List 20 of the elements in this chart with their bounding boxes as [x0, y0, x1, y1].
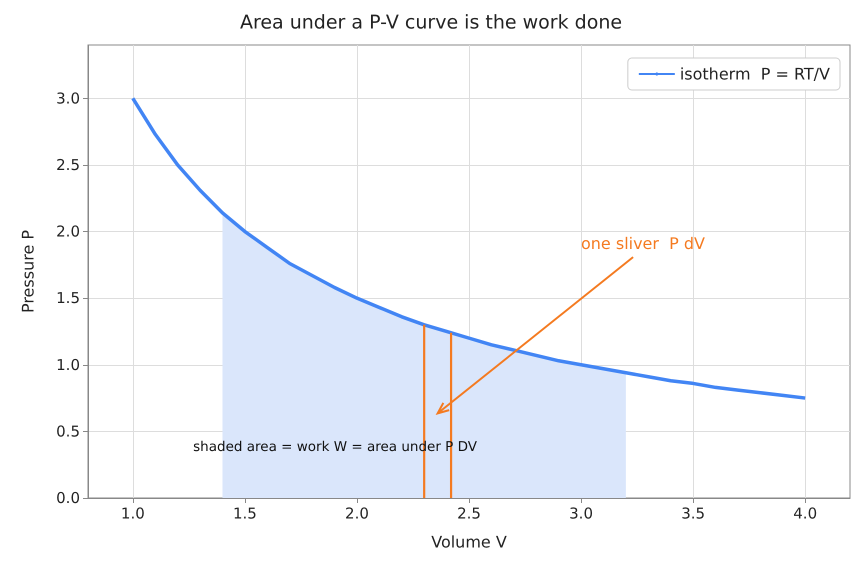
x-tick-label: 2.0 [345, 504, 369, 522]
y-axis-title: Pressure P [18, 230, 38, 314]
x-tick-label: 2.5 [457, 504, 481, 522]
y-tick-label: 0.0 [56, 489, 80, 507]
y-tick-label: 2.0 [56, 222, 80, 241]
y-tick-label: 1.5 [56, 289, 80, 308]
x-tick-label: 1.5 [232, 504, 257, 522]
y-tick-label: 0.5 [56, 422, 80, 440]
x-tick-label: 4.0 [793, 504, 818, 522]
line-series [131, 96, 807, 400]
chart-title: Area under a P-V curve is the work done [240, 12, 622, 34]
x-tick-label: 3.5 [681, 504, 706, 522]
y-tick-label: 1.0 [56, 356, 80, 374]
y-tick-label: 3.0 [56, 89, 80, 108]
x-tick-label: 3.0 [569, 504, 593, 522]
annotation: one sliver P dV [581, 234, 706, 254]
x-axis-title: Volume V [431, 532, 507, 552]
legend-label: isotherm P = RT/V [680, 64, 830, 84]
x-tick-label: 1.0 [120, 504, 145, 522]
y-tick-label: 2.5 [56, 156, 80, 174]
